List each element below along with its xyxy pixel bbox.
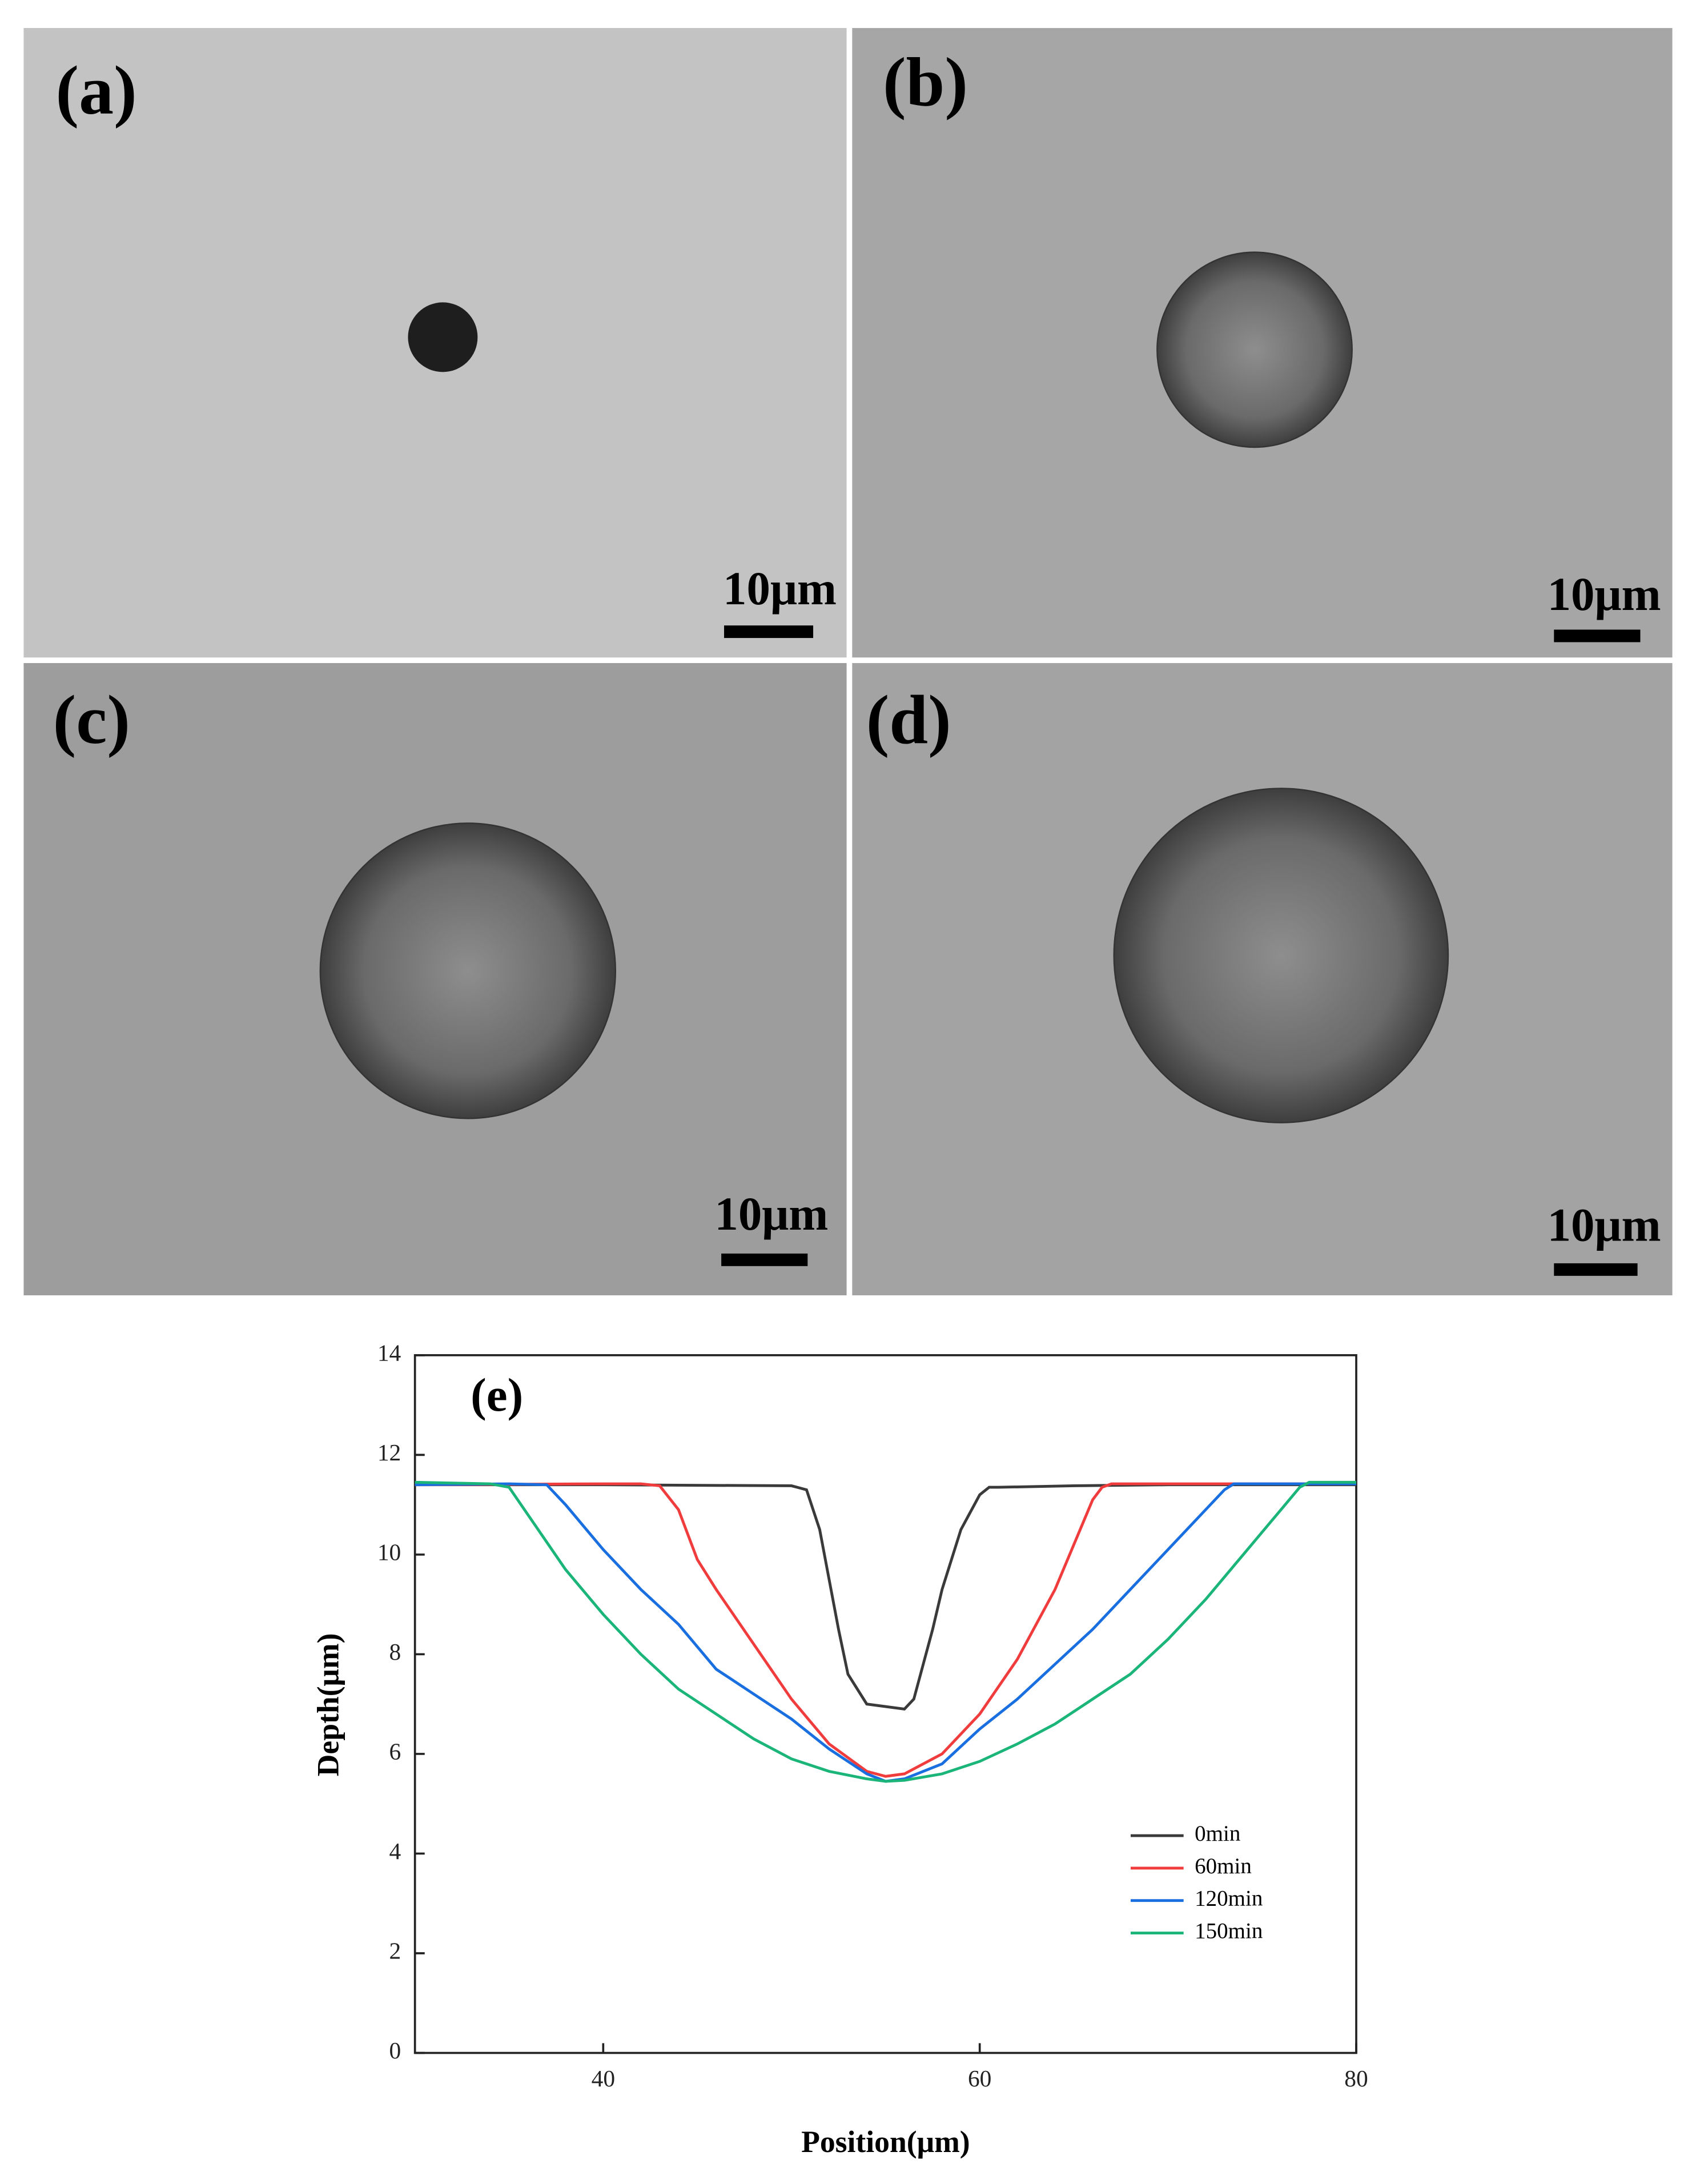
plot-frame — [413, 1354, 1357, 2054]
particle — [408, 302, 478, 372]
series-line — [415, 1482, 1357, 1778]
scale-bar — [1554, 1263, 1638, 1276]
scale-bar-label: 10μm — [723, 562, 837, 615]
y-tick-label: 14 — [377, 1339, 401, 1366]
x-axis-label: Position(μm) — [801, 2125, 970, 2159]
pit — [1156, 251, 1353, 448]
scale-bar-label: 10μm — [714, 1187, 828, 1240]
series-line — [415, 1480, 1357, 1783]
y-tick-label: 8 — [389, 1639, 401, 1665]
y-tick-label: 10 — [377, 1539, 401, 1565]
scale-bar — [1554, 629, 1641, 643]
y-tick-label: 6 — [389, 1738, 401, 1764]
series-line — [415, 1482, 1357, 1783]
x-tick-label: 60 — [968, 2065, 991, 2091]
legend-label: 60min — [1195, 1854, 1252, 1878]
legend-label: 120min — [1195, 1886, 1263, 1911]
scale-bar — [724, 625, 814, 639]
x-tick-label: 40 — [592, 2065, 615, 2091]
y-axis-label: Depth(μm) — [311, 1633, 345, 1776]
series-line — [415, 1483, 1357, 1711]
legend-label: 150min — [1195, 1919, 1263, 1944]
pit — [319, 822, 617, 1119]
y-tick-label: 2 — [389, 1938, 401, 1964]
panel-label: (a) — [56, 52, 137, 129]
y-tick-label: 4 — [389, 1838, 401, 1864]
scale-bar-label: 10μm — [1548, 1198, 1661, 1251]
scale-bar — [721, 1253, 808, 1266]
panel-label: (b) — [883, 43, 968, 121]
x-tick-label: 80 — [1344, 2065, 1368, 2091]
legend-label: 0min — [1195, 1821, 1240, 1846]
pit — [1113, 788, 1449, 1123]
y-tick-label: 0 — [389, 2037, 401, 2063]
panel-label: (e) — [471, 1368, 523, 1421]
panel-label: (d) — [866, 681, 951, 758]
y-tick-label: 12 — [377, 1439, 401, 1466]
scale-bar-label: 10μm — [1548, 568, 1661, 620]
panel-label: (c) — [53, 681, 130, 758]
